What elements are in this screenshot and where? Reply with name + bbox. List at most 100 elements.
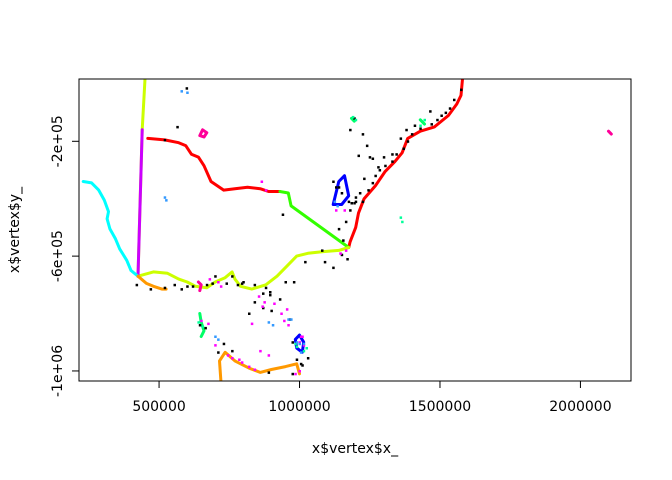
data-point [242, 281, 245, 284]
data-point [208, 278, 212, 281]
data-point [301, 364, 304, 367]
data-point [214, 344, 217, 347]
data-point [363, 177, 366, 181]
series-line [347, 79, 464, 249]
data-point [346, 258, 349, 261]
data-point [214, 335, 217, 338]
data-point [440, 114, 443, 117]
data-point [264, 189, 268, 192]
data-point [384, 164, 387, 168]
data-point [295, 341, 299, 344]
data-point [353, 117, 356, 120]
data-point [262, 306, 265, 310]
data-point [406, 140, 410, 143]
data-point [337, 186, 341, 189]
data-point [295, 358, 299, 361]
data-point [211, 282, 214, 285]
series-layer [81, 79, 613, 381]
data-point [361, 200, 365, 204]
data-point [301, 335, 304, 338]
data-point [368, 156, 372, 159]
series-line [350, 116, 356, 123]
data-point [262, 292, 265, 295]
data-point [240, 361, 244, 364]
data-point [430, 123, 433, 126]
data-point [291, 341, 294, 344]
data-point [287, 318, 290, 321]
data-point [269, 291, 272, 294]
data-point [205, 283, 209, 287]
data-point [267, 321, 271, 324]
data-point [410, 133, 414, 136]
data-point [378, 169, 382, 172]
data-point [294, 342, 297, 346]
series-line [136, 274, 168, 291]
data-point [260, 180, 264, 183]
data-point [413, 124, 417, 127]
data-point [343, 209, 346, 212]
data-point [253, 301, 257, 304]
data-point [135, 283, 139, 287]
data-point [305, 347, 308, 350]
data-point [287, 324, 290, 327]
data-point [198, 324, 202, 327]
data-point [283, 319, 286, 323]
data-point [201, 325, 205, 328]
data-point [269, 293, 272, 297]
x-tick-label: 1500000 [409, 399, 471, 415]
series-line [293, 333, 306, 354]
series-line [136, 246, 351, 291]
data-point [290, 318, 293, 321]
data-point [280, 312, 283, 315]
data-point [399, 137, 403, 140]
data-point [349, 209, 352, 212]
data-point [302, 344, 306, 347]
data-point [306, 357, 310, 360]
y-tick-label: -1e+06 [50, 345, 66, 397]
data-point [448, 107, 452, 110]
x-tick-label: 2000000 [549, 399, 611, 415]
data-point [236, 283, 240, 287]
data-point [419, 124, 422, 127]
data-point [402, 147, 405, 150]
data-point [163, 138, 167, 142]
series-line [331, 174, 351, 206]
data-point [264, 286, 268, 290]
data-point [173, 283, 176, 287]
x-tick-label: 1000000 [268, 399, 330, 415]
data-point [267, 354, 271, 357]
data-point [357, 154, 360, 158]
data-point [332, 180, 335, 183]
data-point [298, 342, 301, 346]
data-point [333, 200, 337, 204]
series-line [418, 118, 426, 126]
data-point [405, 128, 408, 132]
data-point [231, 275, 234, 278]
data-point [340, 253, 344, 257]
data-point [263, 301, 266, 304]
marks-layer [135, 87, 463, 376]
data-point [460, 88, 463, 92]
data-point [354, 200, 358, 204]
data-point [429, 110, 432, 113]
data-point [248, 312, 251, 315]
data-point [288, 318, 292, 321]
data-point [350, 202, 353, 205]
data-point [453, 98, 456, 102]
data-point [349, 128, 352, 132]
series-line [198, 128, 209, 139]
data-point [219, 285, 223, 288]
series-line [136, 128, 144, 278]
data-point [371, 181, 375, 185]
data-point [250, 322, 254, 326]
data-point [197, 321, 200, 324]
y-tick-label: -2e+05 [50, 115, 66, 167]
data-point [180, 288, 183, 291]
data-point [332, 266, 335, 270]
data-point [299, 351, 303, 354]
data-point [365, 144, 369, 148]
data-point [399, 216, 403, 219]
data-point [382, 156, 386, 159]
data-point [149, 288, 153, 291]
